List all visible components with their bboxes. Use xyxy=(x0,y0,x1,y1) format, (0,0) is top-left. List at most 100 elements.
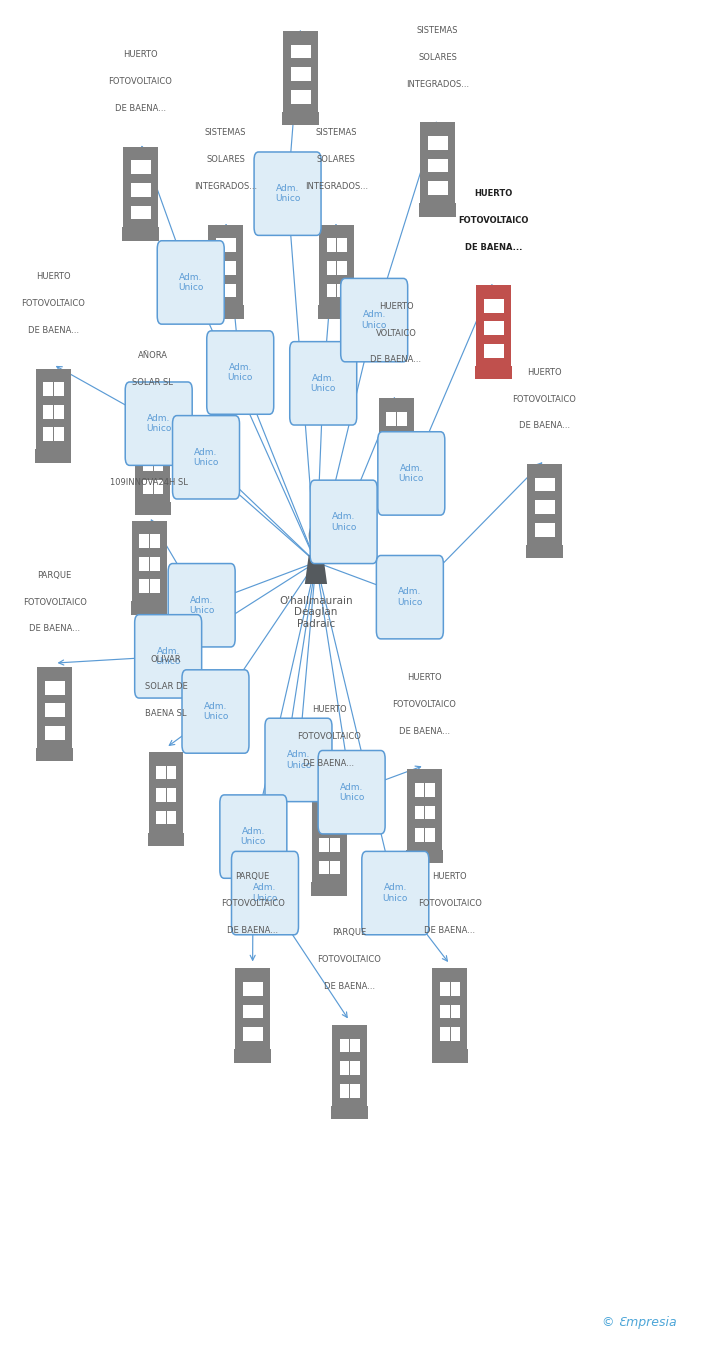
Bar xyxy=(545,500,555,514)
Bar xyxy=(337,238,347,252)
Bar xyxy=(143,457,153,471)
Text: DE BAENA...: DE BAENA... xyxy=(424,925,475,935)
Bar xyxy=(167,788,176,802)
Bar xyxy=(545,477,555,491)
Bar xyxy=(157,811,166,824)
Text: VOLTAICO: VOLTAICO xyxy=(376,328,416,338)
FancyBboxPatch shape xyxy=(168,564,235,647)
Text: DE BAENA...: DE BAENA... xyxy=(29,624,80,633)
Text: SOLARES: SOLARES xyxy=(317,155,356,164)
Bar xyxy=(216,238,226,252)
Bar xyxy=(378,479,414,492)
Bar xyxy=(243,1005,253,1018)
Text: Adm.
Unico: Adm. Unico xyxy=(189,596,214,615)
Bar xyxy=(484,344,494,358)
Text: Adm.
Unico: Adm. Unico xyxy=(203,702,228,721)
Text: Adm.
Unico: Adm. Unico xyxy=(178,273,203,292)
Text: FOTOVOLTAICO: FOTOVOLTAICO xyxy=(221,898,285,908)
Bar xyxy=(154,457,163,471)
FancyBboxPatch shape xyxy=(232,851,298,935)
Bar xyxy=(216,284,226,297)
FancyBboxPatch shape xyxy=(290,342,357,425)
Bar xyxy=(397,457,406,471)
Bar xyxy=(36,369,71,449)
Bar xyxy=(428,136,438,149)
Bar xyxy=(475,366,512,379)
Bar xyxy=(350,1061,360,1075)
Bar xyxy=(54,382,63,395)
Text: SISTEMAS: SISTEMAS xyxy=(205,128,247,137)
Bar xyxy=(311,882,347,896)
Bar xyxy=(407,769,442,850)
Bar xyxy=(327,261,336,274)
Bar xyxy=(379,398,414,479)
Bar xyxy=(432,1049,468,1063)
Bar xyxy=(406,850,443,863)
Bar xyxy=(157,788,166,802)
Text: Adm.
Unico: Adm. Unico xyxy=(339,783,364,802)
Bar xyxy=(494,299,504,312)
Text: 109INNOVA24H SL: 109INNOVA24H SL xyxy=(111,477,188,487)
Text: BAENA SL: BAENA SL xyxy=(145,709,187,718)
FancyBboxPatch shape xyxy=(318,751,385,834)
Bar xyxy=(243,982,253,995)
Bar xyxy=(387,412,396,425)
Bar xyxy=(253,1028,263,1041)
Text: Adm.
Unico: Adm. Unico xyxy=(383,884,408,902)
Bar xyxy=(440,1005,450,1018)
Bar xyxy=(54,428,63,441)
Bar xyxy=(419,203,456,217)
Text: HUERTO: HUERTO xyxy=(379,301,414,311)
Text: Adm.
Unico: Adm. Unico xyxy=(286,751,311,769)
Bar xyxy=(131,183,141,196)
Bar xyxy=(150,557,159,570)
Bar xyxy=(440,1028,450,1041)
Bar xyxy=(143,480,153,494)
Bar xyxy=(428,159,438,172)
Bar xyxy=(150,534,159,547)
Text: FOTOVOLTAICO: FOTOVOLTAICO xyxy=(108,77,173,86)
Bar xyxy=(54,405,63,418)
Bar xyxy=(253,1005,263,1018)
Text: Adm.
Unico: Adm. Unico xyxy=(194,448,218,467)
Bar xyxy=(123,147,158,227)
Text: Adm.
Unico: Adm. Unico xyxy=(275,184,300,203)
FancyBboxPatch shape xyxy=(157,241,224,324)
Bar xyxy=(148,833,184,846)
Bar xyxy=(149,752,183,833)
Text: AÑORA: AÑORA xyxy=(138,351,168,360)
Bar xyxy=(154,480,163,494)
Text: INTEGRADOS...: INTEGRADOS... xyxy=(305,182,368,191)
Text: SISTEMAS: SISTEMAS xyxy=(315,128,357,137)
Text: PARQUE: PARQUE xyxy=(235,872,270,881)
Bar xyxy=(291,67,301,81)
Bar xyxy=(143,434,153,448)
Bar xyxy=(350,1038,360,1052)
Bar xyxy=(301,90,311,104)
Bar xyxy=(451,1005,460,1018)
Polygon shape xyxy=(305,555,327,584)
Bar xyxy=(320,861,329,874)
Bar xyxy=(340,1061,349,1075)
Bar xyxy=(438,182,448,195)
Text: DE BAENA...: DE BAENA... xyxy=(465,242,522,252)
Bar xyxy=(157,765,166,779)
Bar xyxy=(36,748,73,761)
Bar xyxy=(135,421,170,502)
Text: PARQUE: PARQUE xyxy=(37,570,72,580)
Bar xyxy=(154,434,163,448)
Bar xyxy=(330,838,339,851)
Bar xyxy=(132,521,167,601)
Bar xyxy=(243,1028,253,1041)
Bar xyxy=(131,206,141,219)
Text: Adm.
Unico: Adm. Unico xyxy=(397,588,422,607)
Text: FOTOVOLTAICO: FOTOVOLTAICO xyxy=(392,699,456,709)
Bar xyxy=(140,580,149,593)
Text: DE BAENA...: DE BAENA... xyxy=(28,325,79,335)
Text: Adm.
Unico: Adm. Unico xyxy=(311,374,336,393)
FancyBboxPatch shape xyxy=(378,432,445,515)
FancyBboxPatch shape xyxy=(207,331,274,414)
Bar xyxy=(438,136,448,149)
Bar xyxy=(44,382,53,395)
Text: INTEGRADOS...: INTEGRADOS... xyxy=(194,182,257,191)
